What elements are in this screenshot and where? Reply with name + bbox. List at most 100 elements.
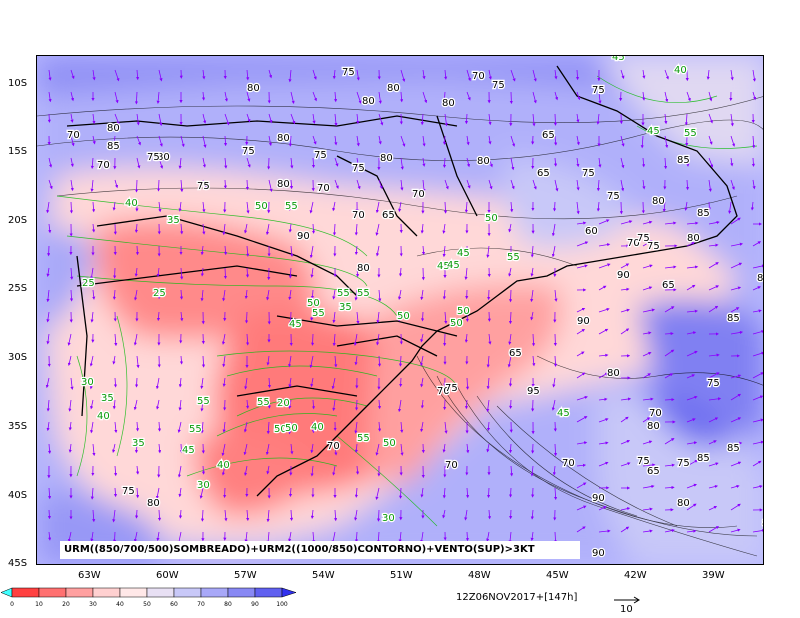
contour-label-green: 50 xyxy=(307,298,320,309)
wind-vector xyxy=(158,113,163,127)
wind-vector xyxy=(47,487,52,500)
colorbar-swatch xyxy=(227,587,256,598)
wind-vector xyxy=(333,509,338,522)
contour-label-black: 70 xyxy=(97,160,110,171)
wind-vector xyxy=(114,421,118,434)
wind-vector xyxy=(664,265,677,269)
wind-vector xyxy=(90,421,94,434)
lat-label-30s: 30S xyxy=(8,352,28,363)
wind-vector xyxy=(686,221,699,225)
wind-vector xyxy=(222,355,226,368)
wind-vector xyxy=(620,397,632,401)
wind-vector xyxy=(136,135,141,146)
contour-label-black: 80 xyxy=(677,498,690,509)
wind-vector xyxy=(310,465,314,477)
colorbar-swatch xyxy=(146,587,175,598)
contour-label-green: 45 xyxy=(457,248,470,259)
wind-vector xyxy=(598,372,609,379)
wind-vector xyxy=(89,355,94,367)
wind-vector xyxy=(422,179,426,193)
wind-vector xyxy=(202,179,207,190)
wind-vector xyxy=(686,459,699,467)
wind-vector xyxy=(178,201,182,212)
wind-vector xyxy=(752,91,757,101)
wind-vector xyxy=(334,179,339,189)
colorbar-tick-label: 90 xyxy=(251,601,259,608)
wind-vector xyxy=(730,503,741,511)
wind-vector xyxy=(642,417,651,423)
lon-label-45w: 45W xyxy=(546,570,569,581)
wind-vector xyxy=(442,135,447,145)
contour-label-black: 75 xyxy=(445,383,458,394)
wind-vector xyxy=(530,531,534,542)
contour-label-black: 65 xyxy=(537,168,550,179)
wind-vector xyxy=(686,309,698,313)
wind-vector xyxy=(598,263,611,269)
wind-vector xyxy=(576,328,586,335)
wind-vector xyxy=(576,113,580,123)
wind-vector xyxy=(135,421,140,432)
wind-vector xyxy=(224,113,230,126)
wind-vector xyxy=(708,526,720,533)
wind-vector xyxy=(598,461,609,467)
wind-vector xyxy=(708,135,713,145)
wind-vector xyxy=(442,91,447,102)
wind-vector xyxy=(200,267,204,277)
lat-label-15s: 15S xyxy=(8,146,28,157)
wind-vector xyxy=(244,531,248,543)
wind-vector xyxy=(334,113,338,127)
wind-vector xyxy=(134,223,139,233)
contour-label-green: 55 xyxy=(357,288,370,299)
green-contours xyxy=(56,75,758,527)
wind-vector xyxy=(642,240,653,247)
wind-vector xyxy=(420,421,424,433)
wind-vector xyxy=(399,91,404,103)
lat-label-20s: 20S xyxy=(8,215,28,226)
colorbar-low-end xyxy=(0,587,13,598)
wind-vector xyxy=(158,443,162,454)
wind-vector xyxy=(510,179,515,190)
wind-vector xyxy=(156,399,160,410)
contour-label-green: 45 xyxy=(612,56,625,63)
contour-label-black: 80 xyxy=(387,83,400,94)
wind-vector xyxy=(333,91,338,103)
wind-vector xyxy=(245,333,250,346)
wind-vector xyxy=(136,113,140,126)
wind-vector xyxy=(90,179,94,192)
wind-vector xyxy=(553,487,558,501)
wind-vector xyxy=(686,242,695,247)
wind-vector xyxy=(464,113,469,125)
wind-vector xyxy=(201,91,206,101)
wind-vector xyxy=(243,443,248,456)
contour-label-black: 70 xyxy=(67,130,80,141)
wind-vector xyxy=(730,262,743,269)
wind-vector xyxy=(199,487,204,499)
wind-vector xyxy=(90,267,94,280)
lon-label-60w: 60W xyxy=(156,570,179,581)
contour-label-green: 50 xyxy=(255,201,268,212)
wind-vector xyxy=(112,135,116,147)
wind-vector xyxy=(730,484,740,489)
wind-vector xyxy=(356,135,360,147)
wind-vector xyxy=(708,484,719,489)
contour-label-black: 75 xyxy=(242,146,255,157)
wind-vector xyxy=(114,91,119,104)
wind-vector xyxy=(488,113,492,126)
wind-vector xyxy=(465,487,470,499)
wind-vector xyxy=(464,333,468,343)
wind-vector xyxy=(112,399,116,410)
wind-vector xyxy=(466,91,471,101)
wind-vector xyxy=(664,373,674,379)
wind-vector xyxy=(400,421,404,433)
contour-label-green: 55 xyxy=(189,424,202,435)
contour-label-green: 25 xyxy=(82,278,95,289)
wind-vector xyxy=(508,443,513,454)
wind-vector xyxy=(288,421,292,435)
wind-vector xyxy=(222,289,226,302)
wind-vector xyxy=(378,113,384,126)
wind-vector xyxy=(532,179,537,190)
wind-vector xyxy=(267,377,272,389)
contour-label-black: 80 xyxy=(442,98,455,109)
wind-vector xyxy=(180,267,184,280)
